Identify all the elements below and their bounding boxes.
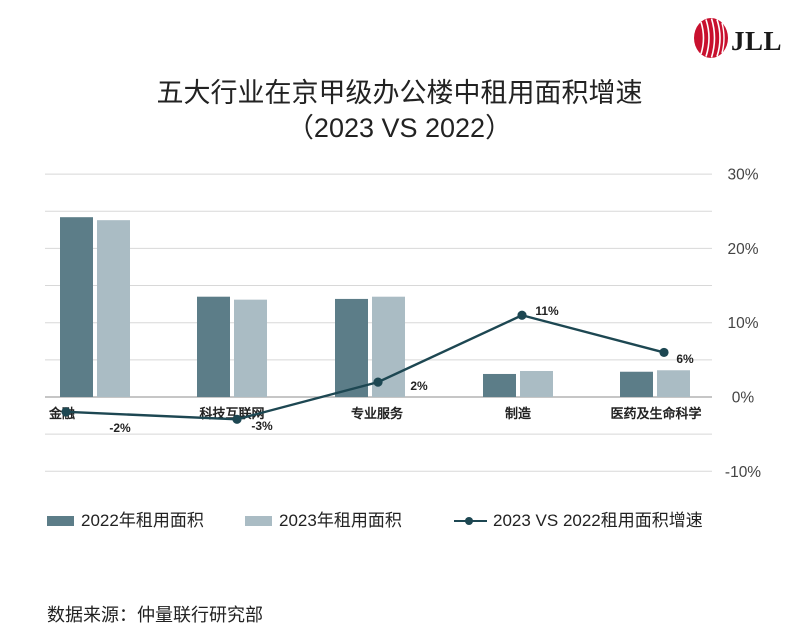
bar-2023 [520,370,553,397]
growth-data-label: 2% [410,379,428,393]
growth-data-label: 6% [676,352,694,366]
growth-point [659,347,669,358]
bar-2023 [234,299,267,397]
y-tick-label: -10% [725,464,761,481]
y-tick-label: 10% [727,315,758,332]
bar-2023 [97,220,130,397]
growth-point [373,377,383,387]
chart-subtitle: （2023 VS 2022） [286,113,513,143]
legend-item-2023-area: 2023年租用面积 [245,509,402,533]
bar-2022 [620,371,653,397]
bar-2023 [657,370,690,397]
legend-label-2022-area: 2022年租用面积 [81,511,204,530]
legend-label-growth: 2023 VS 2022租用面积增速 [493,511,703,530]
logo-text: JLL [731,26,783,56]
plot-area: 30%20%10%0%-10%金融科技互联网专业服务制造医药及生命科学-2%-3… [45,167,761,481]
legend-item-2022-area: 2022年租用面积 [47,509,204,533]
growth-point [232,414,242,424]
bar-2022 [60,217,93,397]
bar-2022 [483,373,516,397]
legend-item-growth: 2023 VS 2022租用面积增速 [454,509,703,533]
category-label: 医药及生命科学 [610,406,701,421]
y-tick-label: 30% [727,167,758,184]
source-note: 数据来源：仲量联行研究部 [47,605,263,625]
chart-title: 五大行业在京甲级办公楼中租用面积增速 [156,78,643,108]
growth-point [517,310,527,320]
category-label: 制造 [505,406,532,421]
legend-swatch-2022-area [47,516,74,526]
category-label: 金融 [48,406,75,421]
jll-logo: JLL [693,17,785,61]
growth-data-label: -2% [109,421,131,435]
y-tick-label: 0% [732,390,755,407]
legend-swatch-growth-line [454,516,487,526]
y-tick-label: 20% [727,241,758,258]
growth-point [61,407,71,417]
category-label: 专业服务 [351,406,404,421]
bar-2022 [335,298,368,397]
legend-label-2023-area: 2023年租用面积 [279,511,402,530]
growth-data-label: -3% [251,419,273,433]
legend-swatch-2023-area [245,516,272,526]
jll-emblem-icon [694,18,728,58]
bar-2022 [197,296,230,397]
growth-data-label: 11% [535,304,559,318]
